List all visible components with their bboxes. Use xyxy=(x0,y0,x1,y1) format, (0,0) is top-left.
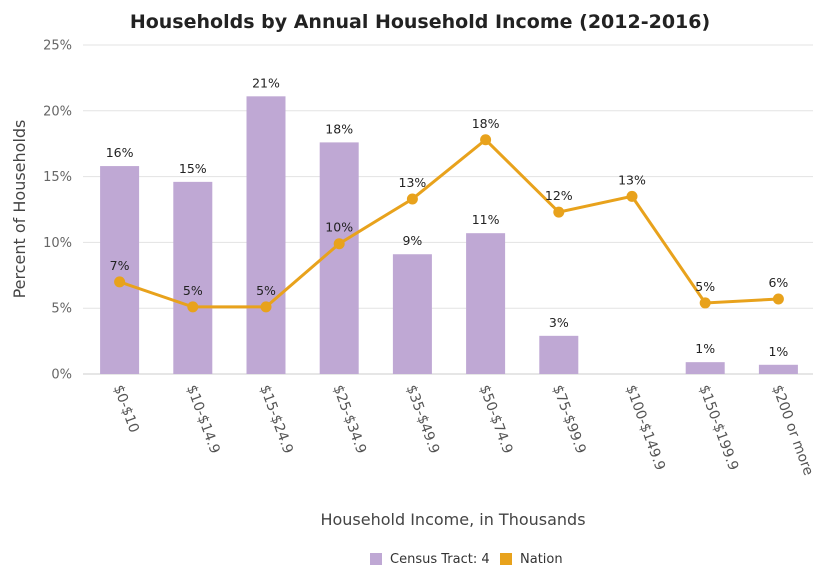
y-tick-label: 5% xyxy=(51,302,72,317)
line-data-label: 7% xyxy=(110,258,130,273)
bar xyxy=(100,166,140,374)
line-point xyxy=(260,301,272,313)
line-point xyxy=(480,134,492,146)
line-point xyxy=(187,301,199,313)
line-data-label: 6% xyxy=(768,275,788,290)
line-point xyxy=(772,293,784,305)
bar xyxy=(319,142,359,374)
chart-title: Households by Annual Household Income (2… xyxy=(130,11,710,33)
bar-data-label: 9% xyxy=(402,233,422,248)
bar-data-label: 15% xyxy=(179,161,207,176)
legend: Census Tract: 4 Nation xyxy=(370,552,563,567)
line-point xyxy=(699,297,711,309)
y-tick-label: 0% xyxy=(51,368,72,383)
x-axis-label: Household Income, in Thousands xyxy=(320,510,585,529)
x-tick-label: $50-$74.9 xyxy=(476,383,516,456)
bar xyxy=(173,181,213,374)
bar xyxy=(539,335,579,374)
y-tick-label: 15% xyxy=(43,170,72,185)
bar-data-label: 3% xyxy=(549,315,569,330)
line-series: 7% 5% 5% 10% 13% 18% 12% 13% 5% 6% xyxy=(110,116,788,313)
x-tick-label: $15-$24.9 xyxy=(256,383,296,456)
nation-line xyxy=(119,137,779,309)
x-tick-label: $35-$49.9 xyxy=(403,383,443,456)
line-point xyxy=(114,276,126,288)
legend-label-nation: Nation xyxy=(520,552,563,567)
legend-swatch-nation xyxy=(500,553,512,565)
legend-label-census: Census Tract: 4 xyxy=(390,552,490,567)
bar-data-label: 21% xyxy=(252,75,280,90)
bar-data-label: 18% xyxy=(325,121,353,136)
line-data-label: 12% xyxy=(545,188,573,203)
y-axis-ticks: 0% 5% 10% 15% 20% 25% xyxy=(43,39,72,383)
bar-data-label: 16% xyxy=(106,145,134,160)
bar-data-label: 11% xyxy=(472,212,500,227)
legend-swatch-census xyxy=(370,553,382,565)
x-tick-label: $100-$149.9 xyxy=(622,383,668,473)
x-axis-ticks: $0-$10 $10-$14.9 $15-$24.9 $25-$34.9 $35-$49… xyxy=(110,383,813,478)
line-data-label: 10% xyxy=(325,220,353,235)
bar xyxy=(466,233,506,374)
bar xyxy=(685,362,725,374)
x-tick-label: $0-$10 xyxy=(110,383,142,435)
bar xyxy=(392,254,432,374)
x-tick-label: $10-$14.9 xyxy=(183,383,223,456)
line-point xyxy=(626,190,638,202)
line-data-label: 5% xyxy=(183,283,203,298)
y-axis-label: Percent of Households xyxy=(10,120,29,299)
line-point xyxy=(333,238,345,250)
line-data-label: 18% xyxy=(472,116,500,131)
bar xyxy=(246,96,286,374)
line-point xyxy=(553,206,565,218)
x-tick-label: $200 or more xyxy=(769,383,813,478)
x-tick-label: $150-$199.9 xyxy=(695,383,741,473)
bar-data-label: 1% xyxy=(768,344,788,359)
line-point xyxy=(406,193,418,205)
line-data-label: 13% xyxy=(399,175,427,190)
y-tick-label: 10% xyxy=(43,236,72,251)
y-tick-label: 20% xyxy=(43,104,72,119)
line-data-label: 13% xyxy=(618,172,646,187)
bar xyxy=(758,364,798,374)
x-tick-label: $25-$34.9 xyxy=(329,383,369,456)
line-data-label: 5% xyxy=(256,283,276,298)
bar-data-label: 1% xyxy=(695,341,715,356)
bar-series: 16% 15% 21% 18% 9% 11% 3% 1% 1% xyxy=(100,75,798,374)
y-tick-label: 25% xyxy=(43,39,72,54)
x-tick-label: $75-$99.9 xyxy=(549,383,589,456)
line-data-label: 5% xyxy=(695,279,715,294)
